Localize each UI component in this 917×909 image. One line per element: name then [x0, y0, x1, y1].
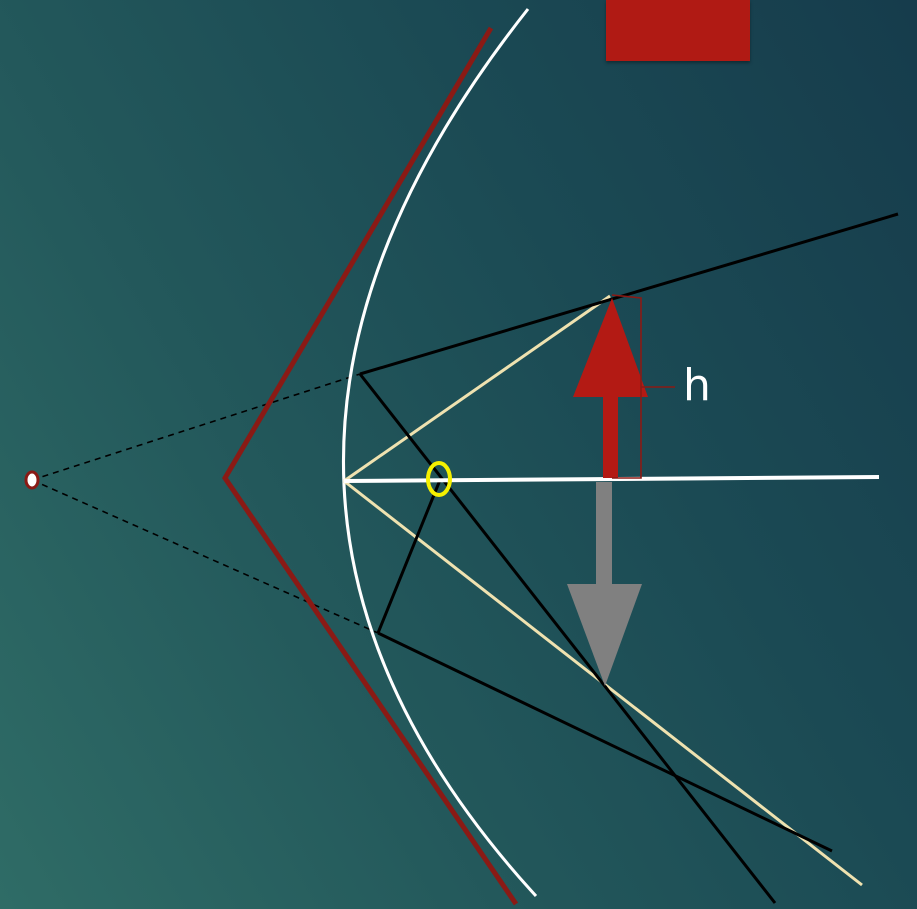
black-ray-reflected-lower — [377, 631, 833, 853]
image-arrow-shaft — [596, 482, 612, 586]
light-ray-upper — [343, 294, 611, 483]
image-arrow-head — [567, 584, 642, 686]
outer-mirror-line — [222, 26, 519, 906]
center-of-curvature-marker — [24, 470, 40, 490]
black-ray-incoming-upper — [359, 212, 899, 376]
dashed-line-lower — [31, 479, 379, 634]
height-label: h — [683, 360, 711, 411]
height-bracket — [611, 294, 675, 479]
object-arrow-shaft — [603, 394, 618, 478]
black-ray-focus — [376, 479, 442, 634]
focus-marker — [426, 461, 452, 497]
object-arrow-head — [573, 298, 648, 397]
dashed-line-upper — [31, 373, 361, 481]
optical-axis — [343, 475, 880, 483]
mirror-curve — [342, 8, 538, 898]
black-ray-reflected-upper — [358, 373, 777, 904]
red-rectangle — [606, 0, 750, 61]
